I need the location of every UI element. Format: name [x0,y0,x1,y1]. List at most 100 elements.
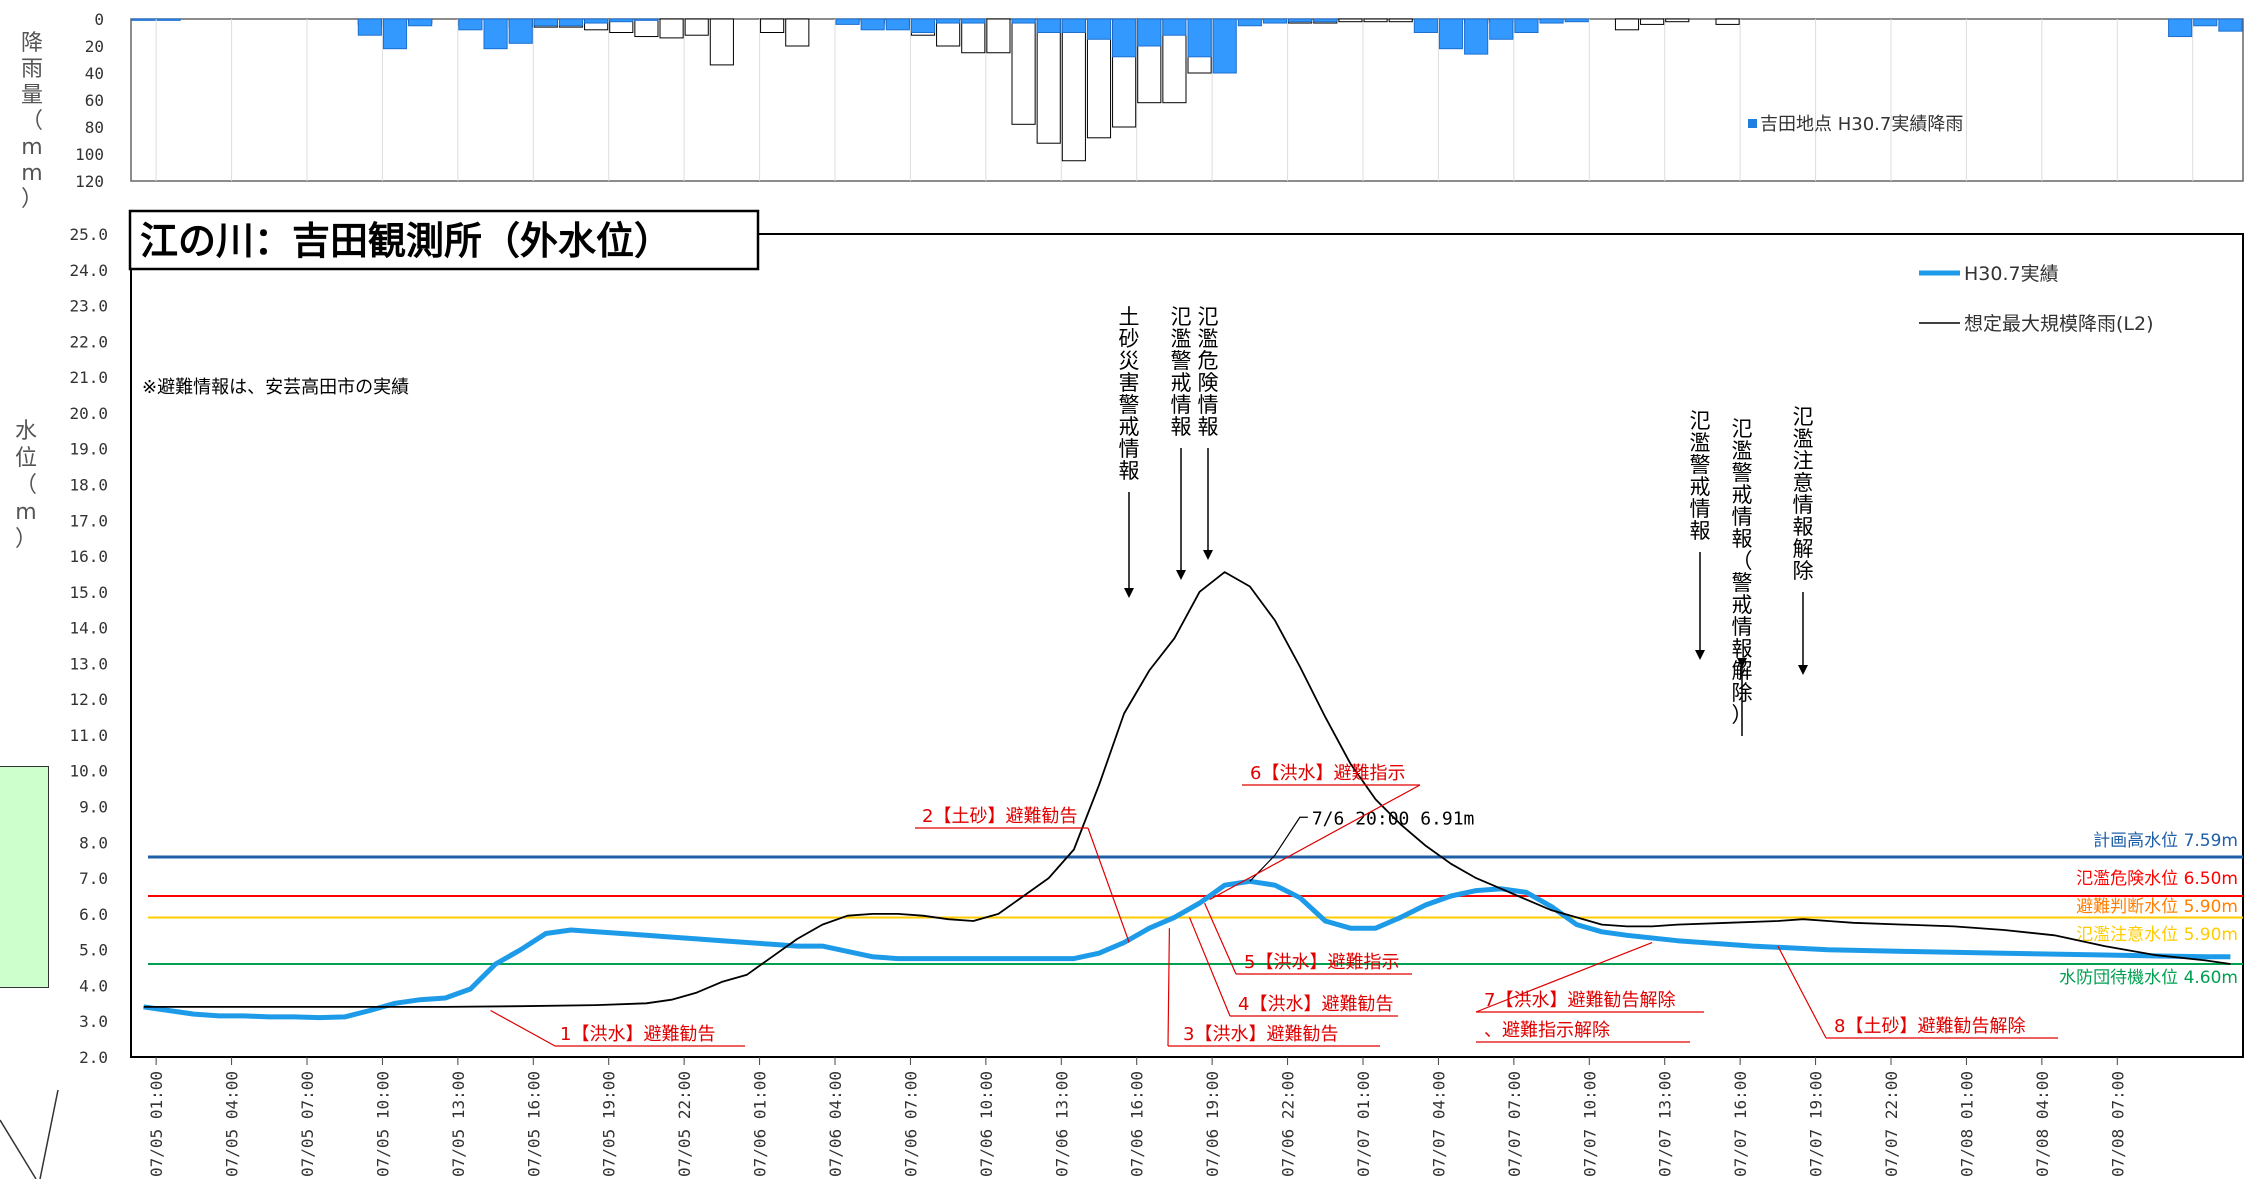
callout-pointer [39,1089,59,1179]
evacuation-label: 3【洪水】避難勧告 [1183,1024,1338,1045]
rain-bar-actual [558,18,584,27]
rain-legend-label: 吉田地点 H30.7実績降雨 [1760,114,1963,135]
rain-y-tick: 40 [85,64,104,83]
y-tick-label: 14.0 [69,619,108,638]
rain-bar-assumed [1640,18,1665,25]
rain-bar-assumed [684,18,709,36]
info-arrow-head [1737,658,1747,668]
info-label-char: 情 [1690,497,1711,521]
info-label-char: 濫 [1171,327,1192,351]
rain-bar-actual [1288,18,1313,23]
rain-bar-assumed [1061,18,1086,162]
rain-bar-assumed [1614,18,1640,31]
rain-bar-actual [885,18,910,31]
y-tick-label: 18.0 [69,475,108,494]
x-tick-label: 07/05 16:00 [524,1071,543,1177]
rain-bar-actual [1564,18,1589,23]
evacuation-label: 2【土砂】避難勧告 [922,806,1077,827]
threshold-label: 水防団待機水位 4.60m [2059,968,2238,988]
x-tick-label: 07/06 07:00 [901,1071,920,1177]
rain-bar-actual [1212,18,1237,74]
rain-bar-actual [2193,18,2218,27]
info-label-char: 土 [1119,305,1140,329]
info-label-char: 警 [1119,393,1140,417]
rain-bar-actual [458,18,483,31]
rain-bar-actual [936,18,961,24]
x-tick-label: 07/05 10:00 [373,1071,392,1177]
info-label-char: 戒 [1119,415,1140,439]
y-label-char: m [15,500,36,525]
evacuation-label: 4【洪水】避難勧告 [1238,994,1393,1015]
rain-bar-actual [408,18,433,27]
info-label-char: 戒 [1732,593,1753,617]
x-tick-label: 07/05 13:00 [449,1071,468,1177]
x-tick-label: 07/05 04:00 [223,1071,242,1177]
info-label-char: 情 [1732,615,1753,639]
y-tick-label: 24.0 [69,261,108,280]
y-tick-label: 22.0 [69,332,108,351]
rain-y-tick: 120 [75,172,104,191]
y-tick-label: 23.0 [69,297,108,316]
info-label-char: 報 [1732,637,1753,661]
rain-bar-assumed [659,18,684,39]
x-tick-label: 07/06 01:00 [751,1071,770,1177]
rain-y-label-char: 降 [21,31,43,56]
info-label-char: 氾 [1793,405,1814,429]
info-label-char: 情 [1119,437,1140,461]
x-tick-label: 07/08 07:00 [2108,1071,2127,1177]
info-label-char: 危 [1198,349,1219,373]
rain-y-label-char: m [21,161,42,186]
info-label-char: 警 [1732,571,1753,595]
peak-leader [1249,816,1308,882]
rain-bar-actual [910,18,936,33]
x-tick-label: 07/07 07:00 [1505,1071,1524,1177]
rain-bar-assumed [1363,18,1388,23]
threshold-label: 氾濫危険水位 6.50m [2076,869,2238,889]
x-tick-label: 07/07 22:00 [1882,1071,1901,1177]
evacuation-leader [1087,827,1130,943]
info-arrow-head [1695,650,1705,660]
info-label-char: 警 [1690,453,1711,477]
rain-bar-actual [1061,18,1086,33]
threshold-label: 計画高水位 7.59m [2093,831,2238,851]
rain-bar-assumed [785,18,810,47]
evacuation-label: 5【洪水】避難指示 [1244,952,1399,973]
rain-legend-swatch [1748,119,1757,128]
rain-bar-assumed [986,18,1011,54]
evacuation-label: 8【土砂】避難勧告解除 [1834,1016,2025,1037]
y-tick-label: 16.0 [69,547,108,566]
rain-bar-actual [1112,18,1137,58]
info-label-char: 濫 [1793,427,1814,451]
rain-bar-actual [2168,18,2193,38]
x-tick-label: 07/07 16:00 [1731,1071,1750,1177]
rain-bar-actual [1036,18,1061,33]
x-tick-label: 07/05 07:00 [298,1071,317,1177]
rain-bar-actual [1187,18,1212,58]
x-tick-label: 07/06 10:00 [977,1071,996,1177]
rain-bar-actual [1489,18,1514,40]
evacuation-leader [1204,902,1237,975]
x-tick-label: 07/08 04:00 [2033,1071,2052,1177]
rain-bar-actual [1086,18,1112,40]
evacuation-label: 7【洪水】避難勧告解除 [1484,990,1675,1011]
rain-bar-actual [835,18,860,25]
rain-bar-assumed [1715,18,1740,25]
plot-area [130,233,2244,1058]
info-label-char: 報 [1690,519,1711,543]
evacuation-label: 6【洪水】避難指示 [1250,763,1405,784]
series-line-actual [143,878,2231,1021]
y-tick-label: 17.0 [69,511,108,530]
callout-pointer [0,1119,37,1179]
y-tick-label: 5.0 [79,941,108,960]
rain-y-label-char: ） [21,187,43,212]
callout-box [0,766,49,988]
x-tick-label: 07/06 19:00 [1203,1071,1222,1177]
rain-bar-assumed [709,18,734,66]
rain-bar-actual [508,18,533,44]
x-tick-label: 07/05 01:00 [147,1071,166,1177]
y-tick-label: 3.0 [79,1012,108,1031]
x-tick-label: 07/07 13:00 [1656,1071,1675,1177]
info-label-char: 報 [1732,527,1753,551]
info-label-char: 氾 [1171,305,1192,329]
